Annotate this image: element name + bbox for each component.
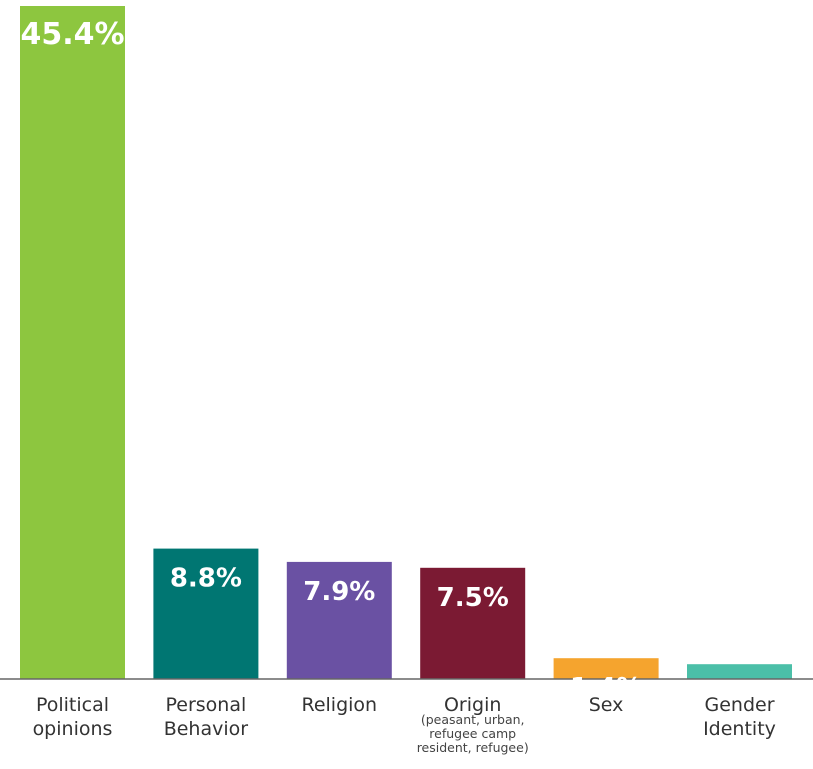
category-label-3-line-0: Origin xyxy=(444,694,501,716)
bar-1 xyxy=(153,548,259,679)
value-label-2: 7.9% xyxy=(303,577,375,607)
category-sublabel-3-line-0: (peasant, urban, xyxy=(421,712,525,727)
value-label-3: 7.5% xyxy=(437,583,509,613)
category-label-1-line-1: Behavior xyxy=(164,718,249,740)
value-labels-group: 45.4% 8.8% 7.9% 7.5% 1.4% 1% xyxy=(20,17,761,709)
category-sublabel-3-line-1: refugee camp xyxy=(429,726,516,741)
bar-2 xyxy=(286,561,392,679)
category-label-2-line-0: Religion xyxy=(301,694,377,716)
bar-0 xyxy=(20,6,125,679)
value-label-4: 1.4% xyxy=(570,673,642,703)
category-sublabel-3-line-2: resident, refugee) xyxy=(417,740,529,755)
category-label-4-line-0: Sex xyxy=(589,694,624,716)
category-label-5-line-1: Identity xyxy=(703,718,776,740)
category-label-1-line-0: Personal xyxy=(166,694,247,716)
category-label-0-line-0: Political xyxy=(36,694,109,716)
value-label-1: 8.8% xyxy=(170,564,242,594)
category-label-5-line-0: Gender xyxy=(704,694,774,716)
bar-3 xyxy=(420,567,526,679)
value-label-0: 45.4% xyxy=(20,17,124,52)
bar-5 xyxy=(687,664,792,679)
bars-group xyxy=(20,6,792,679)
category-label-0-line-1: opinions xyxy=(33,718,113,740)
bar-4 xyxy=(553,658,659,679)
value-label-5: 1% xyxy=(717,679,761,709)
